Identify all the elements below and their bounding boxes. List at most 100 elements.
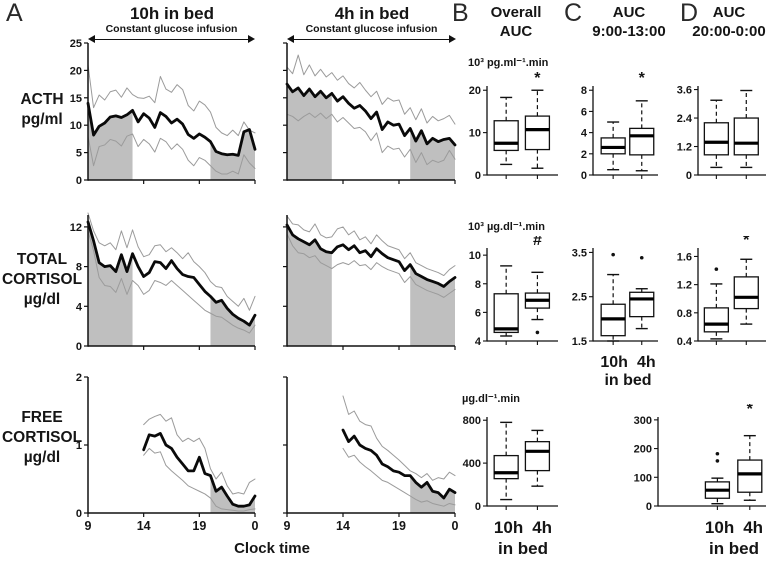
acth-auc-morning-boxplot: 0 2 4 6 8 * [566,70,662,183]
in-bed-label-cort-c: in bed [604,372,652,389]
svg-text:#: # [533,236,542,249]
svg-text:8: 8 [581,85,587,97]
svg-text:2.5: 2.5 [572,292,587,304]
svg-text:*: * [534,70,541,87]
svg-text:*: * [743,236,750,249]
svg-text:20: 20 [70,65,82,77]
free-cortisol-10h-line-chart: 0 1 2 9 14 19 0 [58,370,259,538]
svg-text:15: 15 [70,93,82,105]
svg-text:8: 8 [475,279,481,291]
svg-text:14: 14 [336,519,350,533]
svg-text:400: 400 [463,458,481,470]
svg-text:1.2: 1.2 [677,280,692,292]
svg-text:800: 800 [463,415,481,427]
infusion-label-10h: Constant glucose infusion [105,23,238,35]
svg-text:4: 4 [475,336,482,348]
svg-text:10: 10 [469,250,481,262]
svg-text:3.5: 3.5 [572,247,587,259]
free-cortisol-overall-auc-boxplot: 0 400 800 [460,404,562,513]
svg-text:2.4: 2.4 [677,113,693,125]
svg-text:8: 8 [76,262,82,274]
unit-free-auc: µg.dl⁻¹.min [462,393,520,405]
row-label-acth: ACTH pg/ml [20,91,64,129]
infusion-label-4h: Constant glucose infusion [305,23,438,35]
svg-text:10: 10 [469,128,481,140]
header-auc-evening: AUC 20:00-0:00 [692,4,766,40]
svg-text:0: 0 [76,341,82,352]
condition-labels-free-overall: 10h 4h [473,519,573,536]
total-cortisol-overall-auc-boxplot: 4 6 8 10 # [460,232,562,348]
svg-text:0: 0 [475,170,481,182]
label-4h: 4h [636,354,656,371]
acth-auc-evening-boxplot: 0 1.2 2.4 3.6 [668,70,770,183]
svg-text:12: 12 [70,222,82,234]
svg-text:0: 0 [646,501,652,513]
svg-text:19: 19 [392,519,406,533]
svg-text:1.2: 1.2 [677,142,692,154]
svg-text:0: 0 [76,175,82,186]
label-4h: 4h [532,518,553,537]
svg-text:3.6: 3.6 [677,85,692,97]
svg-text:2: 2 [76,372,82,384]
total-cortisol-auc-evening-boxplot: 0.4 0.8 1.2 1.6 * [668,232,770,348]
column-title-10h: 10h in bed [129,4,215,23]
svg-text:0: 0 [581,170,587,182]
label-10h: 10h [600,354,628,371]
svg-text:9: 9 [85,519,92,533]
header-auc-morning: AUC 9:00-13:00 [592,4,666,40]
svg-text:0: 0 [452,519,458,533]
svg-text:*: * [747,404,754,418]
svg-text:19: 19 [192,519,206,533]
row-label-total-cortisol: TOTAL CORTISOL µg/dl [1,251,83,309]
label-10h: 10h [704,518,735,537]
in-bed-label-free-overall: in bed [497,539,549,558]
svg-text:10: 10 [70,120,82,132]
arrow-shaft [92,38,251,40]
svg-text:1: 1 [76,440,82,452]
panel-label-d: D [680,0,699,27]
panel-label-a: A [6,0,23,27]
label-10h: 10h [493,518,524,537]
svg-text:9: 9 [284,519,291,533]
svg-text:4: 4 [581,128,588,140]
arrow-shaft [291,38,452,40]
total-cortisol-4h-line-chart [257,208,458,352]
acth-4h-line-chart [257,38,458,186]
svg-text:100: 100 [634,472,652,484]
acth-10h-line-chart: 0 5 10 15 20 25 [58,38,258,187]
svg-text:*: * [639,70,646,87]
condition-labels-free-d: 10h 4h [684,519,777,536]
svg-text:4: 4 [76,301,83,313]
row-label-free-cortisol: FREE CORTISOL µg/dl [1,409,83,467]
svg-text:0: 0 [475,501,481,513]
x-axis-label-clock-time: Clock time [234,540,310,557]
svg-text:1.5: 1.5 [572,336,587,348]
svg-text:6: 6 [581,106,587,118]
svg-text:0: 0 [686,170,692,182]
svg-text:300: 300 [634,415,652,427]
column-title-4h: 4h in bed [334,4,410,23]
svg-text:200: 200 [634,444,652,456]
panel-label-b: B [452,0,469,27]
svg-text:0: 0 [252,519,258,533]
free-cortisol-auc-evening-boxplot: 0 100 200 300 * [630,401,770,513]
total-cortisol-10h-line-chart: 0 4 8 12 [58,208,258,353]
svg-text:14: 14 [137,519,151,533]
panel-label-c: C [564,0,583,27]
infusion-arrow-4h [287,35,456,44]
free-cortisol-4h-line-chart: 9 14 19 0 [257,370,459,538]
unit-total-auc: 10³ µg.dl⁻¹.min [468,221,545,233]
svg-text:6: 6 [475,307,481,319]
svg-text:25: 25 [70,38,82,50]
svg-text:0.4: 0.4 [677,336,693,348]
header-overall-auc: Overall AUC [490,4,542,40]
acth-overall-auc-boxplot: 0 10 20 * [460,70,562,183]
svg-text:20: 20 [469,85,481,97]
svg-text:1.6: 1.6 [677,251,692,263]
infusion-arrow-10h [88,35,255,44]
svg-text:0.8: 0.8 [677,308,692,320]
in-bed-label-free-d: in bed [708,539,760,558]
svg-text:0: 0 [76,508,82,520]
condition-labels-cort-c: 10h 4h [578,355,678,371]
